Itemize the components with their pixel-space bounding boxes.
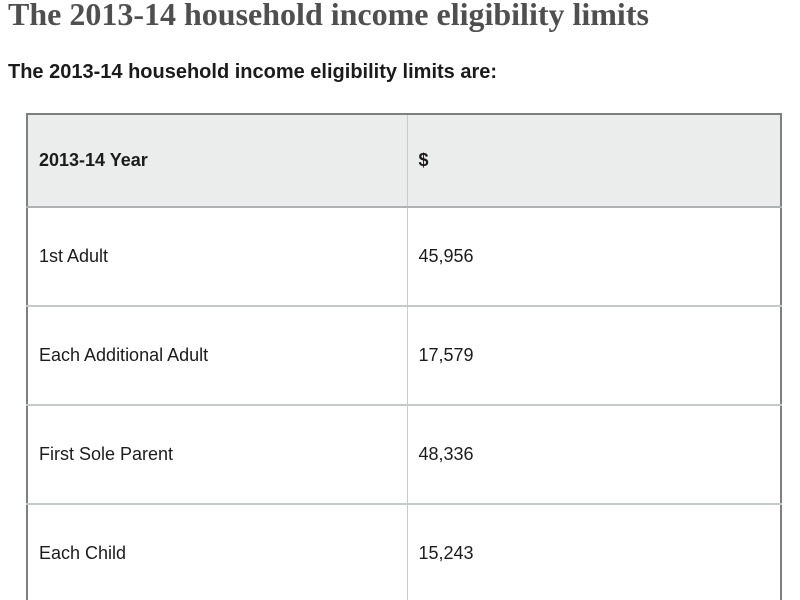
income-limits-table: 2013-14 Year $ 1st Adult 45,956 Each Addit… [26, 113, 782, 600]
row-label: First Sole Parent [27, 404, 408, 504]
row-label: 1st Adult [27, 207, 408, 306]
column-header-year: 2013-14 Year [27, 114, 408, 208]
table-header-row: 2013-14 Year $ [27, 114, 781, 208]
intro-text: The 2013-14 household income eligibility… [8, 61, 498, 83]
row-value: 15,243 [407, 503, 781, 600]
page-title: The 2013-14 household income eligibility… [8, 0, 649, 32]
row-label: Each Additional Adult [27, 305, 408, 405]
table-row: Each Child 15,243 [27, 503, 781, 600]
row-label: Each Child [27, 503, 408, 600]
table-row: 1st Adult 45,956 [27, 207, 781, 306]
row-value: 48,336 [407, 404, 781, 504]
table-header: 2013-14 Year $ [27, 114, 781, 208]
column-header-dollars: $ [407, 114, 781, 208]
table-row: Each Additional Adult 17,579 [27, 305, 781, 405]
row-value: 17,579 [407, 305, 781, 405]
table-row: First Sole Parent 48,336 [27, 404, 781, 504]
table-body: 1st Adult 45,956 Each Additional Adult 17,5… [27, 207, 781, 600]
row-value: 45,956 [418, 246, 474, 266]
